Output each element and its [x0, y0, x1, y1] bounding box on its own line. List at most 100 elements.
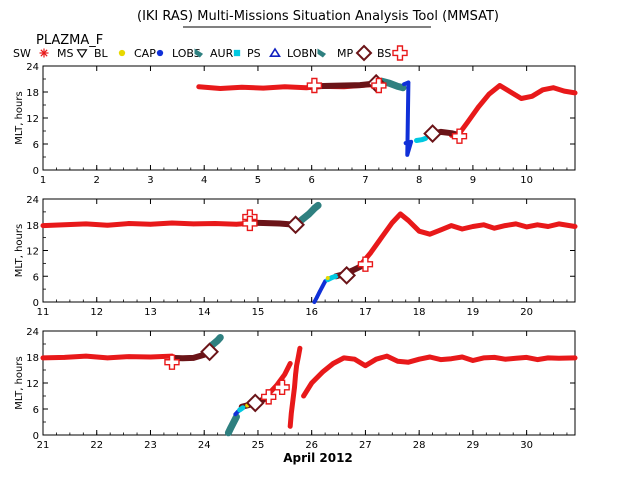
data-point	[83, 353, 89, 359]
data-point	[513, 221, 519, 227]
data-point	[190, 355, 197, 361]
data-point	[239, 84, 245, 90]
legend-label: BS	[377, 47, 391, 60]
legend-label: SW	[13, 47, 31, 60]
y-tick-label: 12	[26, 114, 39, 125]
y-axis-label: MLT, hours	[14, 356, 25, 409]
series-line	[301, 353, 578, 399]
x-tick-label: 26	[305, 440, 318, 451]
data-point	[427, 354, 433, 360]
legend-item: LOBN	[269, 47, 317, 60]
data-point	[398, 211, 403, 217]
data-point	[572, 224, 578, 229]
series-ps	[414, 135, 429, 143]
data-point	[449, 223, 454, 228]
data-point	[394, 83, 401, 90]
data-point	[556, 356, 562, 361]
x-tick-label: 17	[359, 307, 372, 318]
chart-title: (IKI RAS) Multi-Missions Situation Analy…	[137, 9, 499, 24]
data-point	[287, 424, 293, 429]
data-point	[556, 221, 562, 227]
data-point	[572, 90, 578, 96]
y-tick-label: 6	[33, 405, 39, 416]
data-point	[513, 356, 519, 361]
data-point	[540, 87, 546, 93]
data-point	[341, 82, 347, 89]
data-point	[390, 220, 395, 225]
data-point	[126, 221, 132, 226]
data-point	[416, 356, 422, 362]
x-tick-label: 15	[252, 307, 265, 318]
y-tick-label: 6	[33, 272, 39, 283]
legend-item	[392, 45, 408, 61]
data-point	[217, 334, 224, 341]
data-point	[196, 84, 202, 90]
series-line	[169, 351, 208, 362]
data-point	[519, 96, 524, 101]
legend-label: LOBN	[287, 47, 317, 60]
data-point	[276, 220, 283, 227]
data-point	[105, 355, 110, 361]
data-point	[427, 231, 433, 237]
data-point	[402, 82, 406, 86]
data-point	[282, 84, 288, 90]
plot-frame	[42, 65, 576, 171]
legend-label: BL	[94, 47, 109, 60]
cross-marker	[274, 379, 290, 396]
data-point	[357, 82, 363, 88]
data-point	[497, 83, 503, 88]
data-point	[301, 393, 306, 399]
data-point	[481, 355, 486, 361]
legend-item: CAP	[118, 47, 156, 60]
data-point	[294, 363, 299, 368]
series-ms	[287, 345, 303, 429]
x-tick-label: 5	[255, 175, 261, 186]
data-point	[227, 424, 235, 431]
data-point	[502, 223, 508, 228]
x-tick-label: 14	[198, 307, 211, 318]
data-point	[212, 221, 218, 226]
legend-diamond-icon	[355, 44, 373, 62]
x-tick-label: 28	[413, 440, 426, 451]
legend-triangle-down-icon	[76, 49, 88, 59]
cross-marker	[164, 354, 180, 370]
y-tick-label: 12	[26, 379, 39, 390]
data-point	[449, 356, 454, 361]
data-point	[529, 94, 535, 99]
legend-flag-icon	[194, 48, 204, 58]
data-point	[320, 284, 325, 289]
data-point	[386, 80, 393, 87]
data-point	[237, 407, 242, 413]
x-tick-label: 1	[40, 175, 46, 186]
x-tick-label: 6	[308, 175, 314, 186]
data-point	[314, 202, 322, 209]
data-point	[535, 222, 540, 227]
data-point	[105, 222, 110, 228]
data-point	[62, 355, 67, 360]
y-tick-label: 0	[33, 166, 39, 177]
data-point	[535, 357, 540, 362]
legend-flag-icon	[317, 48, 327, 58]
data-point	[320, 369, 325, 375]
bs-diamond-marker	[423, 124, 443, 144]
x-tick-label: 13	[144, 307, 157, 318]
data-point	[315, 295, 319, 299]
data-point	[481, 222, 486, 227]
data-point	[492, 225, 497, 231]
data-point	[459, 354, 465, 360]
y-tick-label: 24	[26, 327, 39, 338]
data-point	[329, 275, 335, 280]
y-tick-label: 0	[33, 298, 39, 309]
data-point	[296, 354, 301, 360]
y-tick-label: 24	[26, 62, 39, 73]
data-point	[502, 356, 508, 362]
y-axis-label: MLT, hours	[14, 224, 25, 277]
data-point	[289, 411, 294, 416]
data-point	[459, 226, 465, 232]
data-point	[414, 138, 419, 143]
panel-2: 11 12 13 14 15 16 17 18 19 20 0 6 12 18 24 MLT, hours	[14, 195, 578, 318]
x-tick-label: 4	[201, 175, 207, 186]
data-point	[416, 228, 422, 234]
legend-square-icon	[233, 49, 241, 57]
